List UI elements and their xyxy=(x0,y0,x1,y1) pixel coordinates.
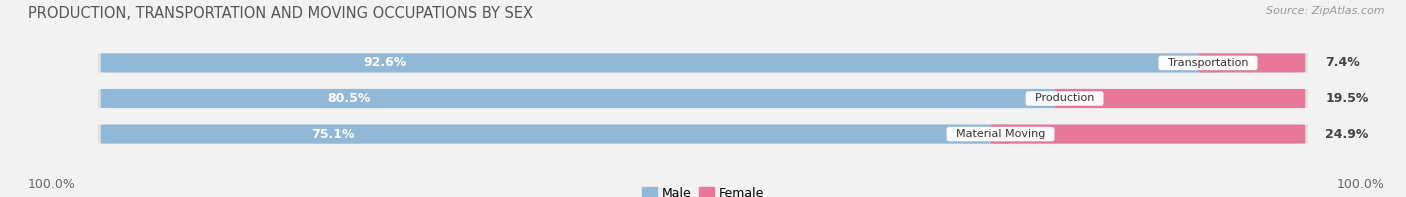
Legend: Male, Female: Male, Female xyxy=(637,182,769,197)
Text: Source: ZipAtlas.com: Source: ZipAtlas.com xyxy=(1267,6,1385,16)
Text: 24.9%: 24.9% xyxy=(1326,128,1368,141)
FancyBboxPatch shape xyxy=(101,89,1074,108)
Text: Material Moving: Material Moving xyxy=(949,129,1052,139)
Text: 80.5%: 80.5% xyxy=(328,92,371,105)
Text: 75.1%: 75.1% xyxy=(311,128,354,141)
FancyBboxPatch shape xyxy=(991,125,1305,144)
Text: Production: Production xyxy=(1028,94,1101,103)
FancyBboxPatch shape xyxy=(1198,53,1305,72)
Text: 19.5%: 19.5% xyxy=(1326,92,1368,105)
Text: 100.0%: 100.0% xyxy=(1337,178,1385,191)
Text: 7.4%: 7.4% xyxy=(1326,56,1360,69)
FancyBboxPatch shape xyxy=(96,89,1310,108)
Text: 100.0%: 100.0% xyxy=(28,178,76,191)
FancyBboxPatch shape xyxy=(101,53,1218,72)
FancyBboxPatch shape xyxy=(96,125,1310,144)
FancyBboxPatch shape xyxy=(1054,89,1305,108)
FancyBboxPatch shape xyxy=(101,125,1010,144)
Text: PRODUCTION, TRANSPORTATION AND MOVING OCCUPATIONS BY SEX: PRODUCTION, TRANSPORTATION AND MOVING OC… xyxy=(28,6,533,21)
FancyBboxPatch shape xyxy=(96,53,1310,72)
Text: 92.6%: 92.6% xyxy=(363,56,406,69)
Text: Transportation: Transportation xyxy=(1161,58,1256,68)
